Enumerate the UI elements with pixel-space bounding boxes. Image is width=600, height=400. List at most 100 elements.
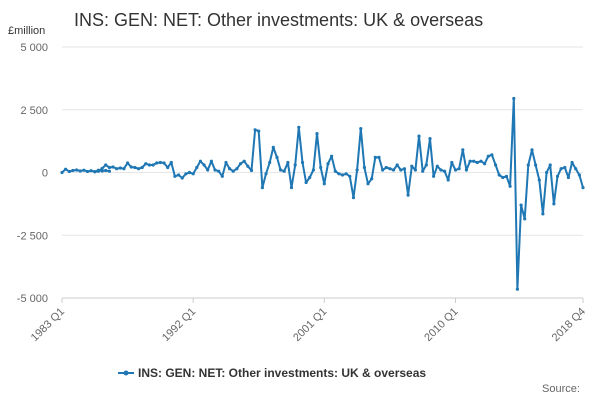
- data-point[interactable]: [381, 168, 385, 172]
- data-point[interactable]: [453, 168, 458, 172]
- data-point[interactable]: [574, 167, 578, 171]
- data-point[interactable]: [450, 160, 454, 165]
- data-point[interactable]: [300, 160, 305, 165]
- data-point[interactable]: [184, 172, 188, 176]
- data-point[interactable]: [268, 160, 272, 165]
- data-point[interactable]: [410, 164, 414, 168]
- data-point[interactable]: [140, 165, 144, 170]
- data-point[interactable]: [217, 169, 221, 173]
- data-point[interactable]: [111, 165, 115, 169]
- data-point[interactable]: [75, 168, 79, 172]
- data-point[interactable]: [115, 167, 119, 171]
- data-point[interactable]: [228, 167, 232, 171]
- data-point[interactable]: [71, 168, 75, 173]
- data-point[interactable]: [118, 166, 122, 170]
- data-point[interactable]: [289, 186, 294, 190]
- data-point[interactable]: [457, 167, 461, 171]
- data-point[interactable]: [158, 160, 162, 165]
- data-point[interactable]: [206, 168, 210, 172]
- data-point[interactable]: [537, 178, 541, 182]
- legend[interactable]: INS: GEN: NET: Other investments: UK & o…: [118, 366, 426, 380]
- data-point[interactable]: [195, 165, 199, 170]
- data-point[interactable]: [395, 163, 399, 167]
- data-point[interactable]: [406, 193, 410, 197]
- data-point[interactable]: [555, 174, 560, 178]
- data-point[interactable]: [293, 163, 297, 167]
- data-point[interactable]: [337, 172, 341, 176]
- data-point[interactable]: [421, 169, 425, 173]
- data-point[interactable]: [512, 96, 516, 101]
- data-point[interactable]: [100, 166, 104, 171]
- data-point[interactable]: [82, 168, 86, 172]
- data-point[interactable]: [432, 174, 436, 178]
- data-point[interactable]: [151, 163, 155, 167]
- data-point[interactable]: [362, 165, 366, 170]
- data-point[interactable]: [504, 174, 509, 178]
- data-point[interactable]: [202, 163, 206, 167]
- data-point[interactable]: [187, 170, 192, 175]
- data-point[interactable]: [526, 163, 530, 167]
- data-point[interactable]: [486, 154, 490, 158]
- data-point[interactable]: [253, 128, 257, 132]
- data-point[interactable]: [402, 167, 407, 171]
- data-point[interactable]: [501, 175, 505, 180]
- data-point[interactable]: [413, 168, 417, 172]
- data-point[interactable]: [311, 168, 315, 172]
- data-point[interactable]: [519, 203, 523, 207]
- data-point[interactable]: [279, 168, 283, 172]
- data-point[interactable]: [388, 167, 392, 171]
- data-point[interactable]: [534, 163, 538, 167]
- data-point[interactable]: [242, 159, 246, 163]
- data-point[interactable]: [220, 174, 224, 178]
- data-point[interactable]: [246, 164, 250, 168]
- data-point[interactable]: [85, 169, 90, 174]
- data-point[interactable]: [93, 170, 97, 174]
- data-point[interactable]: [315, 132, 319, 136]
- data-point[interactable]: [475, 160, 479, 165]
- data-point[interactable]: [286, 160, 290, 165]
- data-point[interactable]: [439, 168, 443, 172]
- data-point[interactable]: [428, 137, 432, 141]
- data-point[interactable]: [107, 165, 111, 170]
- data-point[interactable]: [464, 168, 468, 172]
- data-point[interactable]: [552, 202, 556, 206]
- data-point[interactable]: [523, 217, 527, 221]
- data-point[interactable]: [191, 172, 195, 176]
- data-point[interactable]: [497, 173, 501, 177]
- data-point[interactable]: [494, 163, 498, 167]
- data-point[interactable]: [515, 287, 520, 291]
- data-point[interactable]: [173, 174, 177, 178]
- data-point[interactable]: [169, 160, 173, 165]
- data-point[interactable]: [490, 153, 494, 157]
- data-point[interactable]: [177, 173, 181, 177]
- data-point[interactable]: [213, 168, 217, 172]
- data-point[interactable]: [468, 159, 472, 163]
- data-point[interactable]: [359, 127, 363, 131]
- data-point[interactable]: [330, 154, 334, 158]
- data-point[interactable]: [147, 163, 151, 167]
- data-point[interactable]: [384, 165, 388, 170]
- data-point[interactable]: [322, 182, 326, 186]
- data-point[interactable]: [370, 177, 374, 181]
- data-point[interactable]: [122, 167, 126, 171]
- data-point[interactable]: [67, 169, 71, 174]
- data-point[interactable]: [126, 161, 130, 165]
- data-point[interactable]: [508, 184, 512, 188]
- data-point[interactable]: [417, 134, 421, 138]
- data-point[interactable]: [326, 162, 330, 166]
- data-point[interactable]: [257, 129, 261, 133]
- data-point[interactable]: [271, 145, 275, 149]
- data-point[interactable]: [144, 162, 148, 166]
- data-point[interactable]: [198, 159, 202, 163]
- data-point[interactable]: [166, 165, 170, 170]
- data-point[interactable]: [355, 168, 359, 172]
- data-point[interactable]: [340, 173, 345, 177]
- data-point[interactable]: [260, 186, 264, 190]
- data-point[interactable]: [424, 163, 428, 167]
- data-point[interactable]: [391, 168, 396, 172]
- data-point[interactable]: [348, 174, 352, 178]
- data-point[interactable]: [570, 160, 574, 165]
- data-point[interactable]: [264, 172, 268, 176]
- data-point[interactable]: [304, 180, 308, 185]
- data-point[interactable]: [548, 163, 552, 167]
